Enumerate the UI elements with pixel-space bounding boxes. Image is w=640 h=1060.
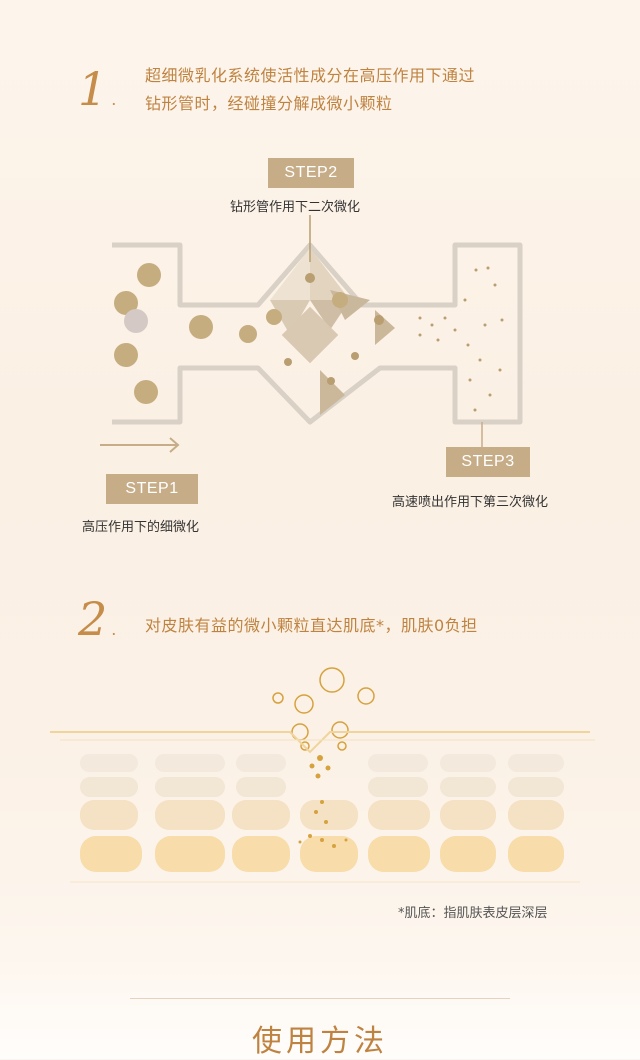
section-divider bbox=[130, 998, 510, 999]
particle bbox=[305, 273, 315, 283]
particle bbox=[114, 343, 138, 367]
particle bbox=[124, 309, 148, 333]
step2-caption: 钻形管作用下二次微化 bbox=[230, 200, 361, 215]
particle bbox=[284, 358, 292, 366]
particle bbox=[114, 291, 138, 315]
step2-badge: STEP2 bbox=[268, 158, 354, 188]
particle bbox=[351, 352, 359, 360]
step1-badge: STEP1 bbox=[106, 474, 198, 504]
section2-heading: 对皮肤有益的微小颗粒直达肌底*，肌肤0负担 bbox=[145, 616, 478, 635]
step1-caption: 高压作用下的细微化 bbox=[82, 520, 200, 535]
particle bbox=[137, 263, 161, 287]
skin-footnote: *肌底：指肌肤表皮层深层 bbox=[398, 906, 548, 921]
section-number-1: 1. bbox=[78, 62, 117, 116]
particle bbox=[134, 380, 158, 404]
step3-caption: 高速喷出作用下第三次微化 bbox=[392, 495, 549, 510]
particle bbox=[266, 309, 282, 325]
particle bbox=[327, 377, 335, 385]
section-number-2: 2. bbox=[78, 592, 117, 646]
section1-heading-line2: 钻形管时，经碰撞分解成微小颗粒 bbox=[145, 94, 393, 113]
step3-badge: STEP3 bbox=[446, 447, 530, 477]
usage-title: 使用方法 bbox=[252, 1024, 388, 1059]
micronization-diagram bbox=[100, 215, 523, 453]
section1-heading-line1: 超细微乳化系统使活性成分在高压作用下通过 bbox=[145, 66, 476, 85]
particle bbox=[239, 325, 257, 343]
particle bbox=[189, 315, 213, 339]
section1-heading: 超细微乳化系统使活性成分在高压作用下通过 钻形管时，经碰撞分解成微小颗粒 bbox=[145, 62, 605, 118]
particle bbox=[374, 315, 384, 325]
skin-illustration bbox=[50, 667, 595, 883]
particle bbox=[332, 292, 348, 308]
